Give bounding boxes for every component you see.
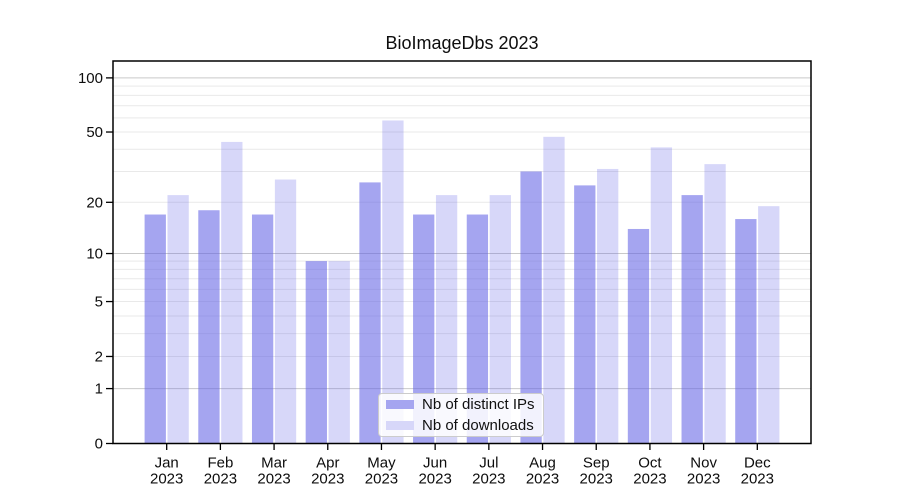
bar-distinct-ips-mar — [251, 214, 274, 444]
x-tick-label-year-may: 2023 — [365, 471, 398, 488]
y-tick-label-50: 50 — [86, 124, 103, 141]
x-tick-label-year-jun: 2023 — [418, 471, 451, 488]
legend-label-downloads: Nb of downloads — [422, 417, 534, 434]
bar-downloads-dec — [758, 206, 780, 444]
x-tick-label-dec: Dec — [744, 455, 771, 472]
bar-downloads-jun — [435, 195, 458, 444]
bar-downloads-sep — [597, 168, 619, 444]
bar-distinct-ips-aug — [520, 171, 542, 444]
x-tick-label-nov: Nov — [690, 455, 717, 472]
y-tick-label-100: 100 — [78, 70, 103, 87]
bar-distinct-ips-may — [359, 182, 381, 444]
bar-downloads-jul — [489, 195, 511, 444]
legend-swatch-distinct-ips — [386, 400, 414, 409]
x-tick-label-year-jan: 2023 — [150, 471, 183, 488]
x-tick-label-year-mar: 2023 — [257, 471, 290, 488]
x-tick-label-year-aug: 2023 — [526, 471, 559, 488]
bar-distinct-ips-jan — [144, 214, 166, 444]
legend-swatch-downloads — [386, 421, 414, 430]
y-tick-label-1: 1 — [95, 381, 103, 398]
x-tick-label-sep: Sep — [583, 455, 610, 472]
x-tick-label-aug: Aug — [529, 455, 556, 472]
x-tick-label-apr: Apr — [316, 455, 339, 472]
bar-downloads-oct — [650, 147, 673, 444]
x-tick-label-jul: Jul — [479, 455, 498, 472]
x-tick-label-year-feb: 2023 — [204, 471, 237, 488]
chart-title: BioImageDbs 2023 — [385, 33, 539, 53]
bar-distinct-ips-feb — [198, 210, 220, 444]
bar-downloads-apr — [328, 261, 350, 444]
bar-downloads-may — [382, 120, 404, 444]
x-tick-label-feb: Feb — [207, 455, 233, 472]
y-tick-label-5: 5 — [95, 294, 103, 311]
x-tick-label-jan: Jan — [155, 455, 179, 472]
x-tick-label-year-nov: 2023 — [687, 471, 720, 488]
x-tick-label-may: May — [367, 455, 396, 472]
legend-item-downloads: Nb of downloads — [386, 417, 543, 434]
bar-distinct-ips-jul — [466, 214, 489, 444]
legend-item-distinct-ips: Nb of distinct IPs — [386, 396, 543, 413]
bar-distinct-ips-sep — [574, 185, 596, 444]
bar-downloads-mar — [274, 179, 297, 444]
bar-distinct-ips-nov — [681, 195, 703, 444]
y-tick-label-2: 2 — [95, 348, 103, 365]
y-tick-label-10: 10 — [86, 246, 103, 263]
bar-distinct-ips-apr — [305, 261, 327, 444]
bar-distinct-ips-jun — [413, 214, 435, 444]
x-tick-label-mar: Mar — [261, 455, 287, 472]
x-tick-label-year-jul: 2023 — [472, 471, 505, 488]
x-tick-label-year-oct: 2023 — [633, 471, 666, 488]
bar-downloads-feb — [221, 141, 243, 444]
plot-frame — [112, 60, 812, 445]
bar-downloads-nov — [704, 164, 726, 444]
bar-downloads-aug — [543, 136, 565, 444]
y-tick-label-0: 0 — [95, 436, 103, 453]
x-tick-label-year-apr: 2023 — [311, 471, 344, 488]
x-tick-label-jun: Jun — [423, 455, 447, 472]
x-tick-label-year-dec: 2023 — [741, 471, 774, 488]
x-tick-label-oct: Oct — [638, 455, 662, 472]
bar-downloads-jan — [167, 195, 189, 444]
legend: Nb of distinct IPs Nb of downloads — [378, 393, 544, 437]
x-tick-label-year-sep: 2023 — [580, 471, 613, 488]
bar-distinct-ips-oct — [627, 228, 650, 444]
y-tick-label-20: 20 — [86, 194, 103, 211]
legend-label-distinct-ips: Nb of distinct IPs — [422, 396, 535, 413]
bar-distinct-ips-dec — [735, 219, 757, 444]
